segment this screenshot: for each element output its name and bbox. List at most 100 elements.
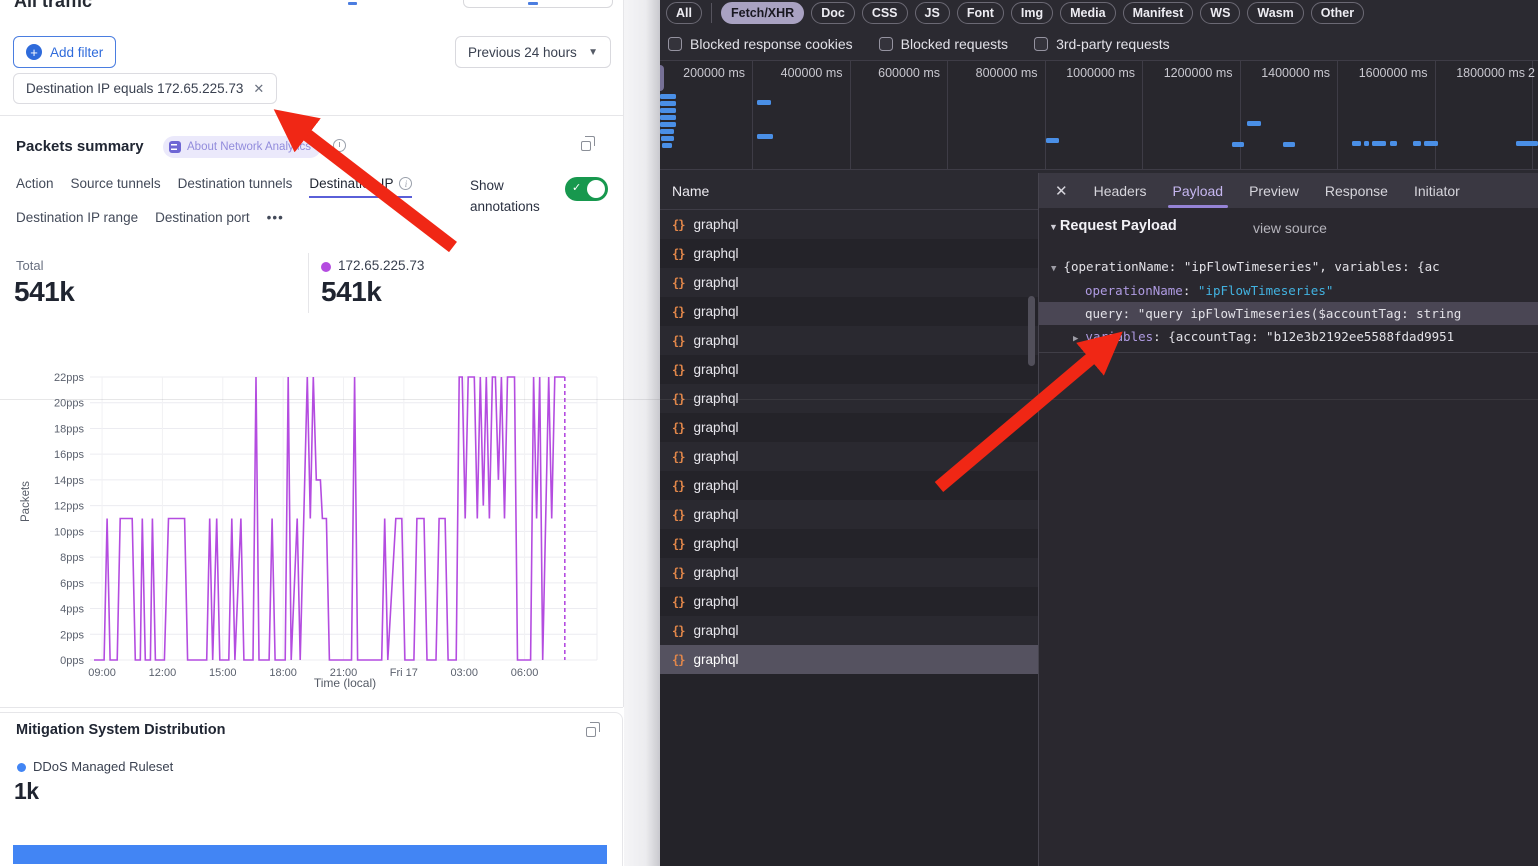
checkbox-box[interactable]	[878, 37, 893, 51]
json-icon: {}	[672, 275, 685, 290]
filter-pill-media[interactable]: Media	[1060, 2, 1116, 24]
name-header-label: Name	[672, 183, 710, 199]
tab-action[interactable]: Action	[16, 176, 54, 191]
timeline-scroll-handle[interactable]	[660, 65, 664, 91]
detail-tab-preview[interactable]: Preview	[1249, 182, 1299, 199]
request-row-graphql[interactable]: {} graphql	[660, 297, 1038, 326]
filter-pill-fetch-xhr[interactable]: Fetch/XHR	[720, 2, 805, 24]
request-name: graphql	[693, 246, 739, 261]
request-row-graphql[interactable]: {} graphql	[660, 442, 1038, 471]
filter-pill-manifest[interactable]: Manifest	[1122, 2, 1194, 24]
detail-tab-response[interactable]: Response	[1324, 182, 1388, 199]
show-annotations-toggle[interactable]: ✓	[565, 177, 608, 201]
request-row-graphql[interactable]: {} graphql	[660, 326, 1038, 355]
checkbox-3rd-party-requests[interactable]: 3rd-party requests	[1034, 36, 1170, 52]
detail-tab-headers[interactable]: Headers	[1093, 182, 1147, 199]
filter-pill-css[interactable]: CSS	[861, 2, 908, 24]
json-icon: {}	[672, 304, 685, 319]
checkbox-label: 3rd-party requests	[1056, 36, 1170, 52]
request-name: graphql	[693, 536, 739, 551]
request-list-column: Name {} graphql {} graphql {} graphql {} graphq…	[660, 173, 1038, 866]
chevron-down-icon: ▼	[588, 46, 598, 58]
request-row-graphql[interactable]: {} graphql	[660, 413, 1038, 442]
add-filter-button[interactable]: + Add filter	[13, 36, 117, 68]
more-tabs-icon[interactable]: •••	[266, 210, 284, 225]
filter-pill-all[interactable]: All	[666, 2, 702, 24]
filter-pill-ws[interactable]: WS	[1200, 2, 1241, 24]
request-row-graphql[interactable]: {} graphql	[660, 355, 1038, 384]
divider	[308, 253, 309, 313]
window-gutter	[624, 0, 660, 866]
packets-chart-svg: 0pps 2pps 4pps 6pps 8pps 10pps 12pps 14pps 16pps…	[54, 372, 598, 679]
payload-row-operationName[interactable]: operationName: "ipFlowTimeseries"	[1039, 279, 1538, 302]
time-range-dropdown[interactable]: Previous 24 hours ▼	[455, 36, 611, 68]
filter-pill-font[interactable]: Font	[956, 2, 1004, 24]
timeline-gridline	[752, 61, 753, 169]
json-icon: {}	[672, 623, 685, 638]
name-column-header[interactable]: Name	[660, 173, 1038, 210]
tab-source-tunnels[interactable]: Source tunnels	[71, 176, 161, 191]
tab-destination-port[interactable]: Destination port	[155, 210, 250, 225]
panel-divider[interactable]	[1038, 173, 1039, 866]
tab-label: Source tunnels	[70, 176, 161, 191]
timeline-gridline	[1337, 61, 1338, 169]
popout-icon[interactable]	[586, 722, 600, 737]
checkbox-blocked-response-cookies[interactable]: Blocked response cookies	[668, 36, 853, 52]
tab-destination-ip-range[interactable]: Destination IP range	[16, 210, 139, 225]
view-source-link[interactable]: view source	[1253, 220, 1327, 236]
about-network-analytics-badge[interactable]: About Network Analytics	[163, 136, 322, 158]
divider	[0, 115, 624, 116]
request-row-graphql[interactable]: {} graphql	[660, 239, 1038, 268]
packets-chart: 0pps 2pps 4pps 6pps 8pps 10pps 12pps 14pps 16pps…	[40, 362, 615, 688]
payload-preview-line[interactable]: ▼ {operationName: "ipFlowTimeseries", var…	[1039, 255, 1538, 278]
popout-icon[interactable]	[581, 136, 595, 151]
remove-filter-icon[interactable]: ✕	[253, 80, 265, 96]
scrollbar-thumb[interactable]	[1028, 296, 1035, 366]
tab-label: Destination tunnels	[177, 176, 293, 191]
filter-pill-wasm[interactable]: Wasm	[1247, 2, 1304, 24]
svg-text:14pps: 14pps	[54, 475, 84, 487]
request-row-graphql[interactable]: {} graphql	[660, 500, 1038, 529]
analytics-panel: All traffic + Add filter Previous 24 hou…	[0, 0, 660, 866]
request-payload-section[interactable]: ▼ Request Payload	[1049, 218, 1177, 234]
tab-destination-tunnels[interactable]: Destination tunnels	[178, 176, 293, 191]
detail-tab-initiator[interactable]: Initiator	[1413, 182, 1460, 199]
page-title: All traffic	[14, 0, 93, 11]
timeline-gridline	[1044, 61, 1046, 169]
expand-triangle-icon[interactable]: ▶	[1073, 334, 1079, 344]
detail-tabbar: ✕ Headers Payload Preview Response Initiator	[1039, 173, 1538, 208]
timeline-gridline	[1142, 61, 1143, 169]
request-row-graphql[interactable]: {} graphql	[660, 645, 1038, 674]
network-overview-timeline[interactable]: 200000 ms 400000 ms 600000 ms 800000 ms 1000…	[660, 60, 1538, 170]
request-row-graphql[interactable]: {} graphql	[660, 268, 1038, 297]
svg-text:15:00: 15:00	[209, 667, 237, 679]
payload-row-query[interactable]: query: "query ipFlowTimeseries($accountT…	[1039, 302, 1538, 325]
checkbox-box[interactable]	[668, 37, 682, 51]
filter-pill-doc[interactable]: Doc	[811, 2, 855, 24]
tab-destination-ip[interactable]: Destination IP i	[309, 176, 413, 198]
svg-text:22pps: 22pps	[54, 372, 84, 384]
request-row-graphql[interactable]: {} graphql	[660, 471, 1038, 500]
request-type-filters: All Fetch/XHR Doc CSS JS Font Img Media Manifest…	[666, 2, 1365, 24]
checkbox-blocked-requests[interactable]: Blocked requests	[878, 36, 1008, 52]
detail-tab-payload[interactable]: Payload	[1167, 173, 1228, 208]
svg-text:03:00: 03:00	[450, 667, 478, 679]
filter-pill-other[interactable]: Other	[1310, 2, 1365, 24]
request-row-graphql[interactable]: {} graphql	[660, 558, 1038, 587]
request-row-graphql[interactable]: {} graphql	[660, 384, 1038, 413]
card-border	[623, 0, 624, 707]
request-row-graphql[interactable]: {} graphql	[660, 616, 1038, 645]
checkbox-box[interactable]	[1034, 37, 1049, 51]
request-row-graphql[interactable]: {} graphql	[660, 587, 1038, 616]
request-row-graphql[interactable]: {} graphql	[660, 210, 1038, 239]
filter-chip[interactable]: Destination IP equals 172.65.225.73 ✕	[13, 73, 278, 104]
filter-pill-img[interactable]: Img	[1010, 2, 1054, 24]
mitigation-legend-dot	[17, 763, 26, 772]
close-icon[interactable]: ✕	[1055, 182, 1068, 200]
payload-key: operationName	[1085, 283, 1183, 298]
filter-pill-js[interactable]: JS	[914, 2, 950, 24]
payload-row-variables[interactable]: ▶ variables: {accountTag: "b12e3b2192ee55…	[1039, 325, 1538, 348]
request-row-graphql[interactable]: {} graphql	[660, 529, 1038, 558]
waterfall-bar	[1364, 141, 1369, 146]
